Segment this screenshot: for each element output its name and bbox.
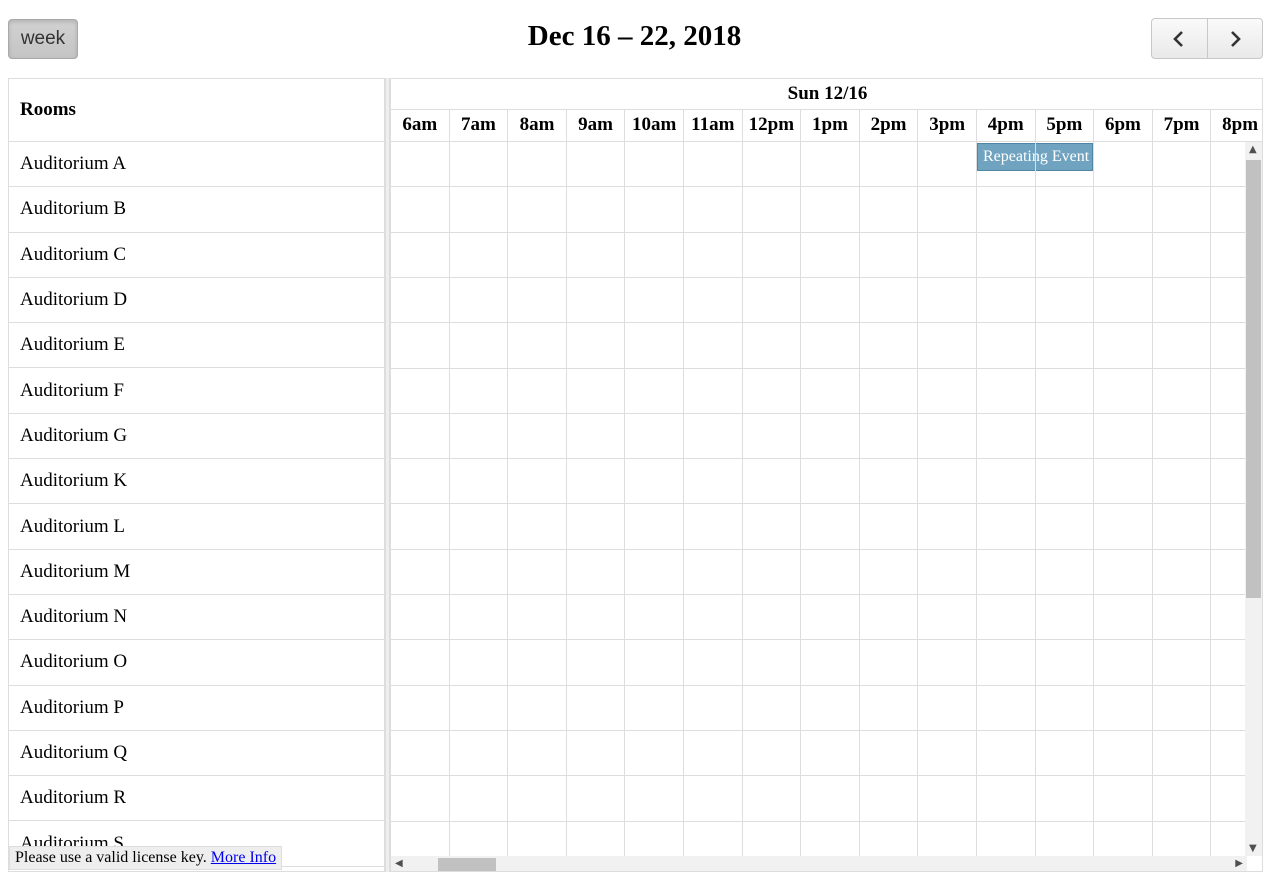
time-slot-label: 1pm xyxy=(801,110,860,141)
grid-row-line xyxy=(391,458,1247,460)
grid-row-line xyxy=(391,322,1247,324)
room-row: Auditorium D xyxy=(9,278,384,324)
license-text: Please use a valid license key. xyxy=(15,849,207,866)
scroll-right-icon[interactable]: ▶ xyxy=(1235,858,1243,869)
time-slot-label: 12pm xyxy=(743,110,802,141)
grid-column-line xyxy=(448,142,450,856)
grid-row-line xyxy=(391,594,1247,595)
time-slot-label: 7am xyxy=(450,110,509,141)
grid-column-line xyxy=(1210,142,1212,856)
grid-column-line xyxy=(1151,142,1153,856)
room-row: Auditorium O xyxy=(9,640,384,686)
grid-row-line xyxy=(391,729,1247,731)
grid-row-line xyxy=(391,231,1247,233)
time-slot-label: 3pm xyxy=(918,110,977,141)
time-slot-label: 7pm xyxy=(1153,110,1212,141)
room-row: Auditorium B xyxy=(9,187,384,233)
time-slot-label: 5pm xyxy=(1036,110,1095,141)
grid-column-line xyxy=(624,142,626,856)
grid-row-line xyxy=(391,503,1247,505)
resource-column: Rooms Auditorium A Auditorium B Auditorium… xyxy=(8,78,385,872)
grid-row-line xyxy=(391,639,1247,641)
more-info-link[interactable]: More Info xyxy=(210,849,277,866)
grid-row-line xyxy=(391,820,1247,822)
column-resizer[interactable] xyxy=(385,78,390,872)
room-list: Auditorium A Auditorium B Auditorium C Audi… xyxy=(9,142,384,867)
time-slot-label: 4pm xyxy=(977,110,1036,141)
grid-column-line xyxy=(1093,142,1095,856)
grid-column-line xyxy=(507,142,509,856)
room-row: Auditorium N xyxy=(9,595,384,641)
room-row: Auditorium M xyxy=(9,550,384,595)
grid-row-line xyxy=(391,548,1247,550)
time-slot-label: 8pm xyxy=(1211,110,1262,141)
week-view-button[interactable]: week xyxy=(8,19,78,59)
horizontal-scrollbar[interactable]: ◀ ▶ xyxy=(391,856,1247,871)
grid-row-line xyxy=(391,186,1247,188)
room-row: Auditorium R xyxy=(9,776,384,822)
timeline-grid[interactable]: Repeating Event xyxy=(391,142,1247,856)
scroll-left-icon[interactable]: ◀ xyxy=(395,858,403,869)
prev-button[interactable] xyxy=(1151,18,1208,59)
time-slot-label: 11am xyxy=(684,110,743,141)
rooms-header: Rooms xyxy=(9,79,384,142)
time-slot-label: 2pm xyxy=(860,110,919,141)
chevron-right-icon xyxy=(1230,30,1241,47)
vertical-scrollbar[interactable]: ▲ ▼ xyxy=(1245,142,1262,856)
grid-column-line xyxy=(800,142,802,856)
room-row: Auditorium L xyxy=(9,504,384,550)
room-row: Auditorium C xyxy=(9,233,384,278)
time-slot-label: 6am xyxy=(391,110,450,141)
room-row: Auditorium K xyxy=(9,459,384,505)
grid-column-line xyxy=(917,142,919,856)
grid-column-line xyxy=(976,142,977,856)
grid-column-line xyxy=(683,142,684,856)
nav-button-group xyxy=(1151,18,1263,59)
timeline-area: Sun 12/16 6am 7am 8am 9am 10am 11am 12pm 1pm 2pm… xyxy=(390,78,1263,872)
time-slot-label: 6pm xyxy=(1094,110,1153,141)
date-range-title: Dec 16 – 22, 2018 xyxy=(527,20,742,52)
next-button[interactable] xyxy=(1207,18,1263,59)
grid-column-line xyxy=(741,142,743,856)
grid-column-line xyxy=(565,142,567,856)
grid-column-line xyxy=(858,142,860,856)
grid-column-line xyxy=(1034,142,1036,856)
grid-row-line xyxy=(391,684,1247,686)
time-slot-label: 9am xyxy=(567,110,626,141)
grid-row-line xyxy=(391,775,1247,777)
vertical-scroll-thumb[interactable] xyxy=(1246,160,1261,598)
scroll-down-icon[interactable]: ▼ xyxy=(1249,843,1257,854)
time-slot-label: 8am xyxy=(508,110,567,141)
scroll-up-icon[interactable]: ▲ xyxy=(1249,144,1257,155)
room-row: Auditorium P xyxy=(9,686,384,731)
room-row: Auditorium G xyxy=(9,414,384,460)
license-notice: Please use a valid license key. More Inf… xyxy=(9,846,283,870)
grid-row-line xyxy=(391,276,1247,278)
room-row: Auditorium Q xyxy=(9,731,384,777)
grid-row-line xyxy=(391,412,1247,414)
day-header: Sun 12/16 xyxy=(391,79,1262,110)
horizontal-scroll-thumb[interactable] xyxy=(438,858,496,871)
grid-row-line xyxy=(391,367,1247,369)
time-slot-label: 10am xyxy=(625,110,684,141)
chevron-left-icon xyxy=(1173,30,1184,47)
room-row: Auditorium F xyxy=(9,368,384,414)
room-row: Auditorium E xyxy=(9,323,384,369)
time-slot-header: 6am 7am 8am 9am 10am 11am 12pm 1pm 2pm 3pm 4pm 5pm 6… xyxy=(391,110,1262,142)
room-row: Auditorium A xyxy=(9,142,384,188)
